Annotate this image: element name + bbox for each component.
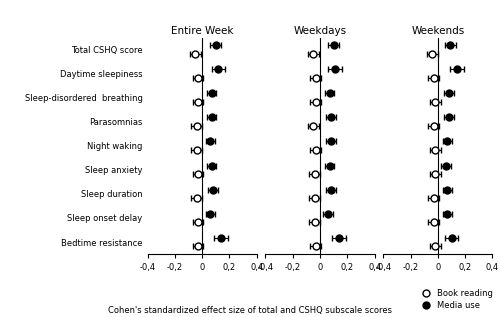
Title: Entire Week: Entire Week [171, 26, 234, 36]
Legend: Book reading, Media use: Book reading, Media use [414, 286, 496, 313]
Text: Cohen's standardized effect size of total and CSHQ subscale scores: Cohen's standardized effect size of tota… [108, 307, 392, 315]
Title: Weekends: Weekends [412, 26, 465, 36]
Title: Weekdays: Weekdays [294, 26, 346, 36]
